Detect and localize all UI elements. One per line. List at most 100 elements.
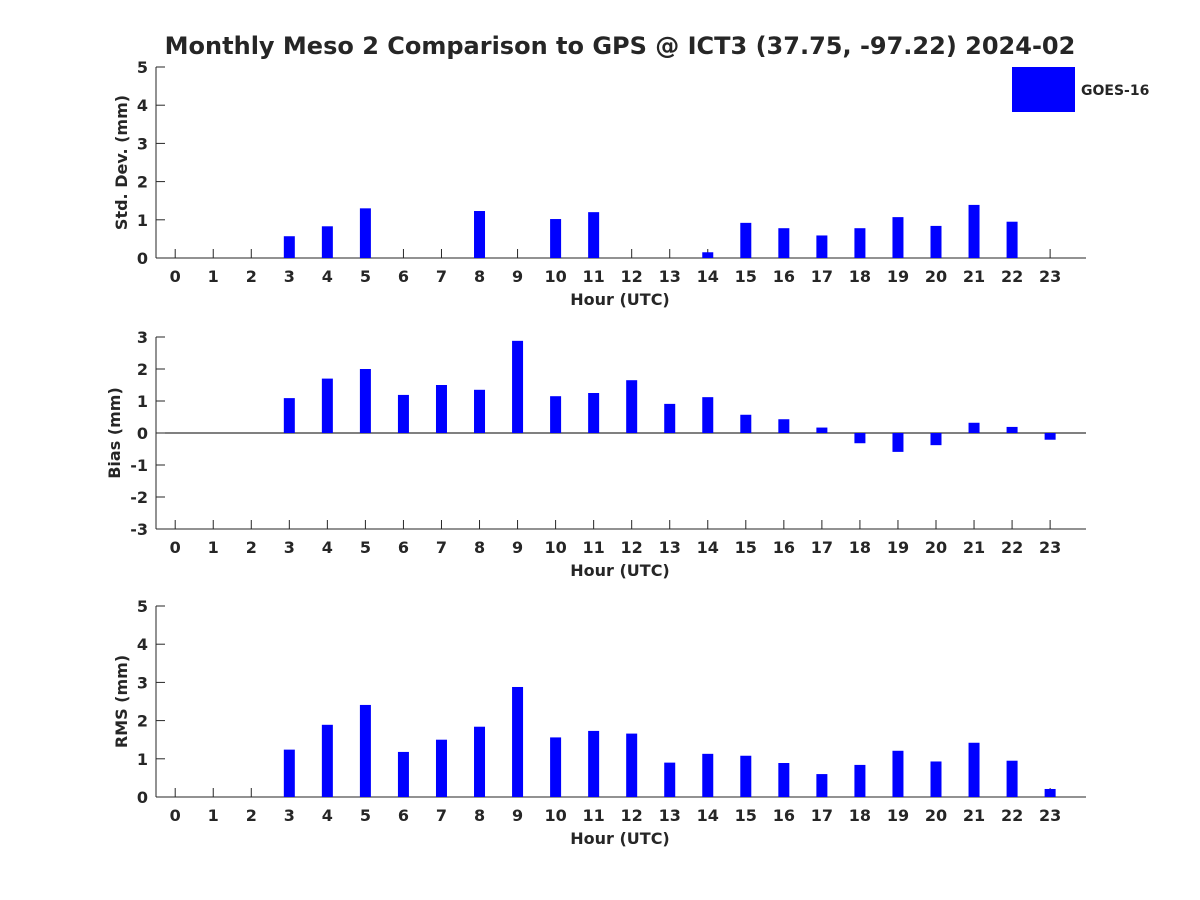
bias-x-tick-label: 0 [170,538,181,557]
bias-bar-hour-10 [550,396,562,433]
bias-y-tick-label: 0 [137,424,148,443]
bias-x-tick-label: 23 [1039,538,1061,557]
std-dev-x-tick-label: 13 [659,267,681,286]
bias-x-tick-label: 14 [697,538,719,557]
std-dev-bar-hour-17 [816,235,828,258]
bias-x-tick-label: 18 [849,538,871,557]
bias-bar-hour-21 [968,422,980,433]
bias-x-tick-label: 3 [284,538,295,557]
bias-bar-hour-14 [702,397,714,433]
rms-bar-hour-4 [321,724,333,797]
rms-x-tick-label: 15 [735,806,757,825]
std-dev-x-tick-label: 6 [398,267,409,286]
std-dev-y-tick-label: 1 [137,211,148,230]
std-dev-x-tick-label: 23 [1039,267,1061,286]
rms-bar-hour-9 [512,686,524,797]
bias-x-tick-label: 15 [735,538,757,557]
std-dev-y-tick-label: 5 [137,58,148,77]
rms-bar-hour-12 [626,733,638,797]
bias-x-tick-label: 19 [887,538,909,557]
std-dev-x-tick-label: 12 [621,267,643,286]
bias-x-tick-label: 16 [773,538,795,557]
rms-bar-hour-13 [664,762,676,797]
rms-x-tick-label: 14 [697,806,719,825]
std-dev-bar-hour-21 [968,204,980,258]
std-dev-x-tick-label: 21 [963,267,985,286]
std-dev-x-tick-label: 11 [583,267,605,286]
rms-bar-hour-23 [1044,788,1056,797]
rms-x-tick-label: 17 [811,806,833,825]
std-dev-x-tick-label: 16 [773,267,795,286]
legend-swatch-goes-16 [1012,67,1075,112]
rms-x-tick-label: 11 [583,806,605,825]
bias-x-tick-label: 21 [963,538,985,557]
bias-bar-hour-3 [283,398,295,433]
rms-x-tick-label: 3 [284,806,295,825]
rms-bar-hour-3 [283,749,295,797]
std-dev-x-tick-label: 2 [246,267,257,286]
rms-x-tick-label: 20 [925,806,947,825]
std-dev-x-tick-label: 8 [474,267,485,286]
rms-x-tick-label: 18 [849,806,871,825]
bias-x-tick-label: 13 [659,538,681,557]
chart-title: Monthly Meso 2 Comparison to GPS @ ICT3 … [165,32,1076,60]
rms-bar-hour-21 [968,742,980,797]
std-dev-y-tick-label: 0 [137,249,148,268]
std-dev-bar-hour-18 [854,228,866,258]
bias-bar-hour-6 [397,394,409,433]
std-dev-bar-hour-8 [474,211,486,258]
std-dev-x-tick-label: 7 [436,267,447,286]
bias-bar-hour-15 [740,414,752,433]
bias-bar-hour-4 [321,378,333,433]
std-dev-x-tick-label: 10 [544,267,566,286]
std-dev-x-tick-label: 17 [811,267,833,286]
rms-x-tick-label: 16 [773,806,795,825]
bias-x-tick-label: 11 [583,538,605,557]
rms-x-tick-label: 19 [887,806,909,825]
std-dev-bar-hour-3 [283,236,295,258]
rms-y-tick-label: 1 [137,750,148,769]
bias-bar-hour-18 [854,433,866,444]
rms-x-tick-label: 12 [621,806,643,825]
bias-x-axis-label: Hour (UTC) [570,561,670,580]
std-dev-x-tick-label: 3 [284,267,295,286]
bias-bar-hour-16 [778,419,790,433]
bias-bar-hour-13 [664,403,676,433]
rms-bar-hour-6 [397,751,409,797]
rms-x-axis-label: Hour (UTC) [570,829,670,848]
std-dev-y-tick-label: 4 [137,96,148,115]
rms-y-tick-label: 3 [137,673,148,692]
rms-bar-hour-18 [854,764,866,797]
std-dev-x-tick-label: 0 [170,267,181,286]
std-dev-x-tick-label: 4 [322,267,333,286]
std-dev-bar-hour-5 [359,208,371,258]
std-dev-x-tick-label: 20 [925,267,947,286]
std-dev-bar-hour-22 [1006,221,1018,258]
rms-bar-hour-11 [588,730,600,797]
rms-bar-hour-15 [740,755,752,797]
rms-x-tick-label: 23 [1039,806,1061,825]
rms-bar-hour-17 [816,774,828,797]
bias-bar-hour-7 [435,385,447,433]
rms-bar-hour-10 [550,737,562,797]
std-dev-bar-hour-11 [588,212,600,258]
bias-x-tick-label: 9 [512,538,523,557]
bias-x-tick-label: 7 [436,538,447,557]
legend: GOES-16 [1012,67,1149,112]
bias-x-tick-label: 4 [322,538,333,557]
rms-bar-hour-22 [1006,760,1018,797]
bias-bar-hour-22 [1006,426,1018,433]
std-dev-bar-hour-10 [550,219,562,258]
bias-bar-hour-23 [1044,433,1056,440]
bias-x-tick-label: 1 [208,538,219,557]
bias-bar-hour-11 [588,393,600,433]
std-dev-x-tick-label: 9 [512,267,523,286]
bias-x-tick-label: 8 [474,538,485,557]
rms-x-tick-label: 1 [208,806,219,825]
bias-bar-hour-19 [892,433,904,452]
rms-x-tick-label: 8 [474,806,485,825]
bias-y-tick-label: -1 [130,456,148,475]
rms-y-tick-label: 2 [137,712,148,731]
